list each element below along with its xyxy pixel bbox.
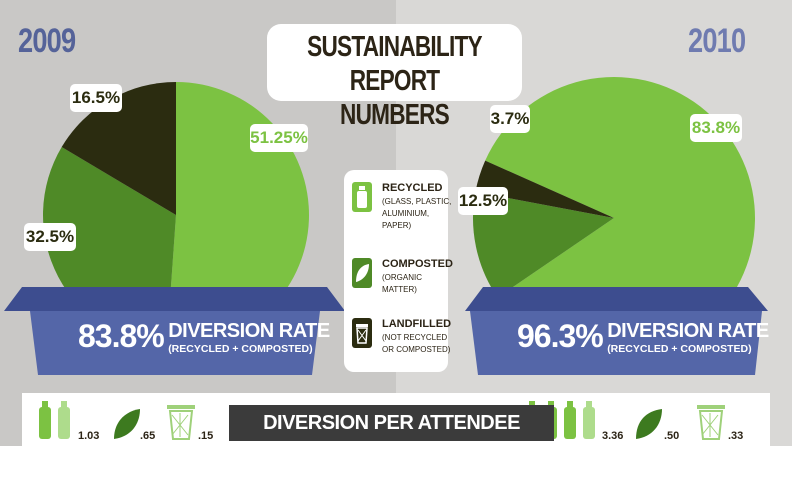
year-2010-title: 2010 [688,22,746,60]
basket-rim-right [465,287,768,311]
diversion-label-2010-wrap: DIVERSION RATE (RECYCLED + COMPOSTED) [607,320,769,355]
basket-2010-text: 96.3% DIVERSION RATE (RECYCLED + COMPOST… [517,318,769,355]
legend-recycled-desc: (GLASS, PLASTIC, ALUMINIUM, PAPER) [382,197,452,230]
right-composted-value: .50 [664,430,680,442]
basket-rim-left [4,287,345,311]
left-composted-value: .65 [140,430,156,442]
attendee-unit: (POUNDS) [358,452,425,468]
legend-composted-title: COMPOSTED [382,258,453,270]
basket-body-left [30,311,320,375]
diversion-rate-2010: 96.3% [517,318,604,354]
leaf-icon [352,258,372,288]
legend-landfilled-desc: (NOT RECYCLED OR COMPOSTED) [382,333,451,354]
report-title-line2: NUMBERS [340,99,450,131]
attendee-title: DIVERSION PER ATTENDEE [263,412,520,434]
diversion-sub-2009: (RECYCLED + COMPOSTED) [168,343,313,355]
attendee-bar: 1.03 .65 .15 DIVERSION PER ATTENDEE (POU… [22,393,770,468]
right-leaf-icon [636,409,662,439]
legend-landfilled-title: LANDFILLED [382,318,452,330]
attendee-title-box: DIVERSION PER ATTENDEE (POUNDS) [229,405,554,468]
slice-landfilled [475,160,614,218]
slice-composted [473,191,614,298]
basket-2009-text: 83.8% DIVERSION RATE (RECYCLED + COMPOST… [78,318,330,355]
right-recycled-value: 3.36 [602,430,624,442]
pie-2009-landfilled-label: 16.5% [70,84,122,112]
legend-composted-desc: (ORGANIC MATTER) [382,273,422,294]
basket-body-right [470,311,762,375]
right-landfilled-value: .33 [728,430,744,442]
basket-2009 [4,287,345,375]
slice-landfilled [61,82,176,215]
pie-2009-recycled-label: 51.25% [250,124,308,152]
diversion-label-2009-wrap: DIVERSION RATE (RECYCLED + COMPOSTED) [168,320,330,355]
left-recycled-value: 1.03 [78,430,100,442]
diversion-label-2010: DIVERSION RATE [607,320,769,342]
legend: RECYCLED (GLASS, PLASTIC, ALUMINIUM, PAP… [344,170,453,372]
attendee-title-text: DIVERSION PER ATTENDEE (POUNDS) [229,405,554,468]
diversion-label-2009: DIVERSION RATE [168,320,330,342]
left-bin-icon [167,405,195,440]
pie-2009-composted-label: 32.5% [24,223,76,251]
trash-bin-icon [352,318,372,348]
bottle-icon [352,182,372,212]
left-leaf-icon [114,409,140,439]
diversion-rate-2009: 83.8% [78,318,165,354]
pie-2010-recycled-label: 83.8% [690,114,742,142]
left-landfilled-value: .15 [198,430,214,442]
right-bin-icon [697,405,725,440]
diversion-sub-2010: (RECYCLED + COMPOSTED) [607,343,752,355]
pie-2010-composted-label: 12.5% [458,187,508,215]
left-bottles-icon [39,401,70,439]
report-title-box: SUSTAINABILITY REPORT NUMBERS [267,24,522,131]
legend-recycled-title: RECYCLED [382,182,443,194]
pie-2010-landfilled-label: 3.7% [490,105,530,133]
year-2009-title: 2009 [18,22,76,60]
basket-2010 [465,287,768,375]
report-title-line1: SUSTAINABILITY REPORT [307,31,482,97]
